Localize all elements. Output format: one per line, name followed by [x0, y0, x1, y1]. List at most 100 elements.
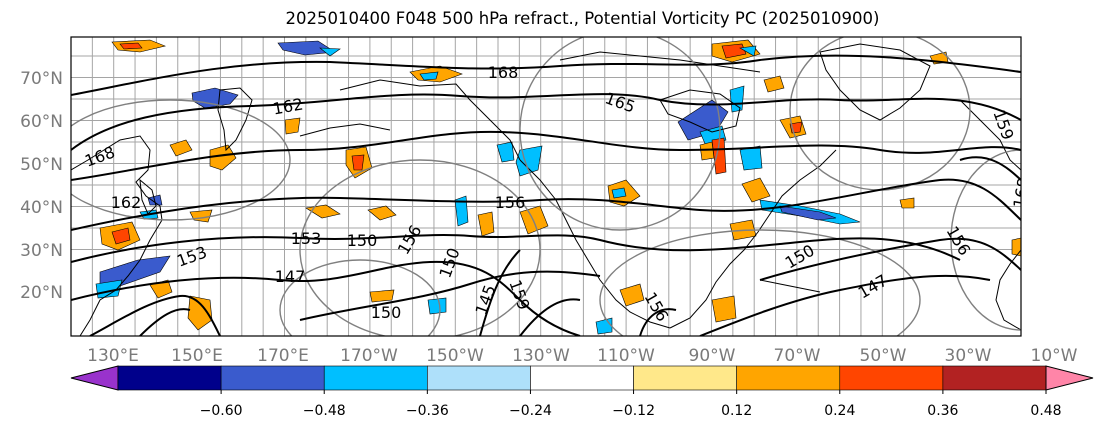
colorbar-tick-label: −0.24: [509, 403, 552, 419]
aux-contour: [279, 259, 441, 336]
pv-fill-orange: [187, 295, 213, 331]
longitude-tick-label: 130°E: [87, 346, 139, 366]
latitude-tick-label: 50°N: [20, 155, 63, 175]
contour-line: [71, 234, 961, 263]
contour-value-label: 168: [1009, 176, 1033, 209]
pv-fill-orange: [619, 283, 645, 307]
pv-fill-blue: [277, 40, 336, 56]
aux-contour: [299, 159, 541, 336]
colorbar-swatch: [427, 365, 531, 391]
pv-fill-cyan: [419, 71, 439, 81]
pv-anomaly-fills: [95, 39, 1021, 335]
coastline-kamchatka: [217, 87, 253, 152]
contour-line: [89, 294, 221, 336]
coastline-aleutians: [299, 123, 391, 137]
pv-fill-orange: [169, 139, 193, 157]
longitude-tick-label: 130°W: [512, 346, 570, 366]
colorbar-swatch: [633, 365, 737, 391]
colorbar-extend-min: [70, 365, 119, 391]
colorbar-swatch: [942, 365, 1047, 391]
pv-fill-cyan: [454, 195, 469, 227]
coastline-europe: [959, 99, 1021, 171]
pv-fill-red: [721, 43, 747, 59]
aux-contours: [71, 37, 1021, 336]
pv-fill-orange: [899, 197, 915, 209]
longitude-tick-label: 50°W: [860, 346, 907, 366]
coastlines: [71, 43, 1021, 336]
pv-fill-red: [351, 154, 365, 171]
pv-fill-cyan: [729, 85, 745, 113]
pv-fill-orange: [369, 289, 395, 303]
latitude-tick-label: 60°N: [20, 112, 63, 132]
map-title: 2025010400 F048 500 hPa refract., Potent…: [285, 9, 880, 28]
pv-fill-blue: [779, 205, 837, 221]
longitude-tick-label: 10°W: [1031, 346, 1078, 366]
pv-fill-orange: [477, 211, 495, 237]
contour-value-label: 156: [495, 193, 526, 212]
colorbar-tick-label: 0.48: [1030, 403, 1061, 419]
longitude-tick-label: 30°W: [945, 346, 992, 366]
coastline-hudson-bay: [659, 89, 741, 133]
map-frame: [70, 36, 1022, 337]
pv-fill-cyan: [739, 145, 763, 171]
contour-line: [699, 274, 991, 336]
colorbar-tick-label: 0.36: [927, 403, 958, 419]
contour-line: [71, 260, 581, 336]
contour-line: [759, 237, 1021, 281]
contour-value-label: 153: [291, 229, 322, 248]
colorbar-swatch: [530, 365, 634, 391]
longitude-tick-label: 150°W: [426, 346, 484, 366]
contour-value-label: 168: [488, 63, 519, 82]
aux-contour: [71, 99, 291, 221]
contour-line: [71, 178, 1021, 231]
contour-line: [71, 130, 1021, 181]
contour-line: [519, 298, 581, 336]
contour-line: [479, 249, 521, 336]
longitude-tick-label: 70°W: [774, 346, 821, 366]
pv-fill-cyan: [739, 45, 757, 57]
pv-fill-orange: [367, 205, 397, 221]
longitude-tick-label: 170°E: [257, 346, 309, 366]
colorbar: −0.60 −0.48 −0.36 −0.24 −0.12 0.12 0.24 0.36 0.4…: [70, 365, 1094, 419]
pv-fill-orange: [1011, 237, 1021, 257]
latitude-tick-label: 40°N: [20, 198, 63, 218]
longitude-tick-label: 170°W: [340, 346, 398, 366]
pv-fill-cyan: [611, 187, 627, 199]
coastline-caribbean: [759, 279, 821, 293]
aux-contour: [519, 37, 721, 231]
contour-value-label: 162: [111, 193, 142, 212]
pv-fill-red: [111, 227, 131, 245]
pv-fill-orange: [209, 144, 237, 171]
colorbar-tick-label: 0.12: [721, 403, 752, 419]
latitude-tick-label: 70°N: [20, 69, 63, 89]
coastline-n-america-west: [519, 159, 671, 329]
longitude-tick-label: 110°W: [597, 346, 655, 366]
contour-value-label: 168: [1065, 50, 1089, 83]
contour-value-label: 156: [1049, 183, 1073, 216]
latitude-tick-label: 30°N: [20, 241, 63, 261]
contour-line: [639, 308, 677, 336]
latitude-labels: 70°N 60°N 50°N 40°N 30°N 20°N: [20, 69, 63, 303]
contour-line: [139, 308, 191, 336]
aux-contour: [599, 229, 921, 336]
longitude-labels: 130°E 150°E 170°E 170°W 150°W 130°W 110°W 90°W 7…: [87, 346, 1078, 366]
contour-value-label: 159: [1058, 278, 1082, 311]
graticule: [71, 37, 1021, 336]
contour-value-label: 150: [371, 303, 402, 322]
contour-line: [299, 270, 601, 321]
aux-contour: [950, 149, 1021, 331]
colorbar-swatch: [323, 365, 428, 391]
pv-fill-orange: [763, 75, 785, 93]
pv-fill-orange: [699, 141, 715, 161]
pv-fill-orange: [711, 295, 737, 323]
main-contours: [71, 54, 1021, 336]
colorbar-tick-label: −0.60: [200, 403, 243, 419]
contour-line: [71, 54, 1021, 96]
colorbar-tick-label: −0.36: [406, 403, 449, 419]
pv-fill-red: [119, 42, 143, 50]
colorbar-swatch: [839, 365, 944, 391]
longitude-tick-label: 90°W: [689, 346, 736, 366]
coastline-japan: [139, 178, 157, 215]
